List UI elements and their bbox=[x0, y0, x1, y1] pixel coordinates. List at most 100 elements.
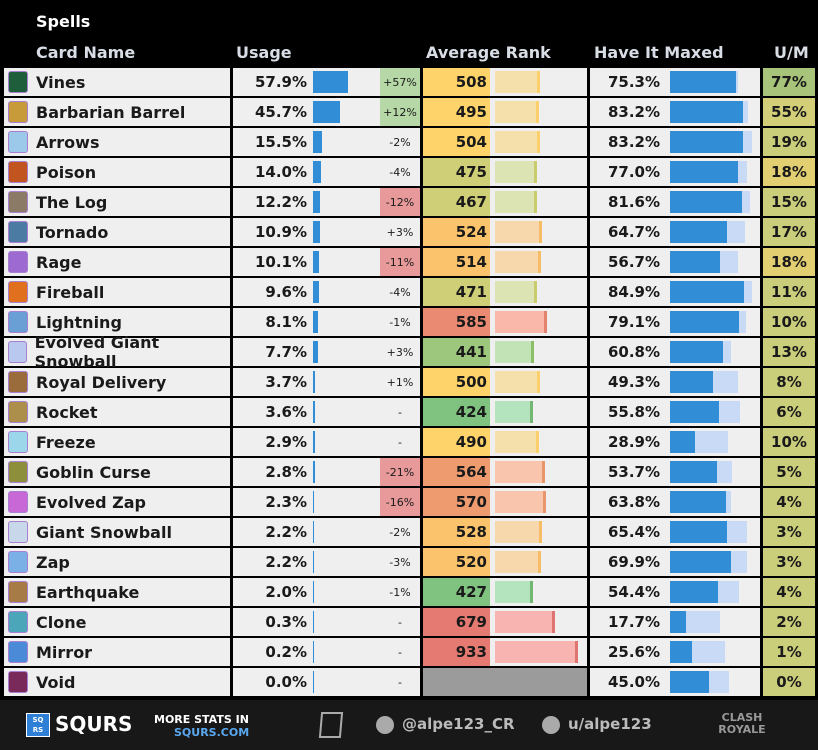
maxed-bar bbox=[670, 611, 686, 633]
card-name-cell: Earthquake bbox=[4, 578, 230, 606]
um-value: 15% bbox=[763, 188, 815, 216]
usage-change: +3% bbox=[386, 225, 414, 239]
average-rank-cell: 679 bbox=[423, 608, 587, 636]
rank-value: 564 bbox=[423, 458, 490, 486]
usage-value: 3.6% bbox=[265, 403, 307, 421]
usage-bar bbox=[313, 581, 315, 603]
usage-value: 9.6% bbox=[265, 283, 307, 301]
usage-value: 12.2% bbox=[254, 193, 307, 211]
table-row: Giant Snowball 2.2% -2% 528 65.4% 3% bbox=[0, 518, 818, 548]
usage-cell: 2.0% -1% bbox=[233, 578, 420, 606]
maxed-bar bbox=[670, 431, 696, 453]
maxed-cell: 65.4% bbox=[590, 518, 760, 546]
maxed-value: 63.8% bbox=[607, 493, 660, 511]
average-rank-cell: 508 bbox=[423, 68, 587, 96]
twitter-handle[interactable]: @alpe123_CR bbox=[402, 715, 515, 733]
table-row: Evolved Giant Snowball 7.7% +3% 441 60.8… bbox=[0, 333, 818, 371]
usage-bar bbox=[313, 371, 316, 393]
um-value: 10% bbox=[763, 428, 815, 456]
maxed-cell: 83.2% bbox=[590, 98, 760, 126]
maxed-bar bbox=[670, 521, 728, 543]
usage-bar bbox=[313, 341, 318, 363]
maxed-bar bbox=[670, 311, 740, 333]
average-rank-cell: 500 bbox=[423, 368, 587, 396]
maxed-bar bbox=[670, 191, 742, 213]
card-icon bbox=[8, 341, 27, 363]
maxed-bar bbox=[670, 71, 737, 93]
maxed-bar bbox=[670, 491, 726, 513]
usage-value: 10.1% bbox=[254, 253, 307, 271]
card-name: Void bbox=[36, 672, 76, 692]
rank-bar bbox=[495, 581, 533, 603]
card-name: Tornado bbox=[36, 222, 109, 242]
usage-bar bbox=[313, 281, 319, 303]
usage-cell: 45.7% +12% bbox=[233, 98, 420, 126]
usage-change: -11% bbox=[380, 248, 420, 276]
card-name-cell: Tornado bbox=[4, 218, 230, 246]
card-icon bbox=[8, 221, 28, 243]
average-rank-cell: 520 bbox=[423, 548, 587, 576]
maxed-cell: 64.7% bbox=[590, 218, 760, 246]
maxed-value: 49.3% bbox=[607, 373, 660, 391]
site-link[interactable]: SQURS.COM bbox=[174, 726, 250, 739]
usage-cell: 3.6% - bbox=[233, 398, 420, 426]
um-value: 10% bbox=[763, 308, 815, 336]
card-name: The Log bbox=[36, 192, 108, 212]
average-rank-cell: 933 bbox=[423, 638, 587, 666]
card-name-cell: Lightning bbox=[4, 308, 230, 336]
reddit-handle[interactable]: u/alpe123 bbox=[568, 715, 652, 733]
average-rank-cell: 475 bbox=[423, 158, 587, 186]
rank-value: 427 bbox=[423, 578, 490, 606]
rank-bar bbox=[495, 521, 542, 543]
card-name-cell: Zap bbox=[4, 548, 230, 576]
card-name: Barbarian Barrel bbox=[36, 102, 186, 122]
clash-royale-logo: CLASH ROYALE bbox=[718, 711, 766, 736]
table-row: Rocket 3.6% - 424 55.8% 6% bbox=[0, 398, 818, 428]
rank-value: 495 bbox=[423, 98, 490, 126]
usage-value: 14.0% bbox=[254, 163, 307, 181]
usage-value: 57.9% bbox=[254, 73, 307, 91]
card-name-cell: Clone bbox=[4, 608, 230, 636]
usage-change: - bbox=[398, 405, 402, 419]
rank-value: 933 bbox=[423, 638, 490, 666]
rank-value: 504 bbox=[423, 128, 490, 156]
usage-bar bbox=[313, 551, 315, 573]
table-row: Earthquake 2.0% -1% 427 54.4% 4% bbox=[0, 578, 818, 608]
rank-bar bbox=[495, 161, 538, 183]
maxed-value: 75.3% bbox=[607, 73, 660, 91]
maxed-bar bbox=[670, 371, 714, 393]
maxed-bar bbox=[670, 131, 743, 153]
average-rank-cell: 585 bbox=[423, 308, 587, 336]
maxed-cell: 25.6% bbox=[590, 638, 760, 666]
usage-value: 2.0% bbox=[265, 583, 307, 601]
maxed-value: 83.2% bbox=[607, 133, 660, 151]
usage-change: -1% bbox=[389, 585, 411, 599]
maxed-bar bbox=[670, 341, 724, 363]
table-row: Rage 10.1% -11% 514 56.7% 18% bbox=[0, 248, 818, 278]
usage-cell: 2.3% -16% bbox=[233, 488, 420, 516]
maxed-value: 65.4% bbox=[607, 523, 660, 541]
table-row: Mirror 0.2% - 933 25.6% 1% bbox=[0, 638, 818, 668]
card-name: Rage bbox=[36, 252, 82, 272]
rank-value: 514 bbox=[423, 248, 490, 276]
rank-bar bbox=[495, 431, 539, 453]
usage-change: +57% bbox=[380, 68, 420, 96]
usage-change: +3% bbox=[386, 345, 414, 359]
card-name-cell: Goblin Curse bbox=[4, 458, 230, 486]
table-row: Barbarian Barrel 45.7% +12% 495 83.2% 55… bbox=[0, 98, 818, 128]
usage-bar bbox=[313, 461, 315, 483]
usage-value: 3.7% bbox=[265, 373, 307, 391]
usage-cell: 14.0% -4% bbox=[233, 158, 420, 186]
card-icon bbox=[8, 401, 28, 423]
card-name-cell: Void bbox=[4, 668, 230, 696]
card-name-cell: Evolved Giant Snowball bbox=[4, 333, 230, 371]
maxed-value: 45.0% bbox=[607, 673, 660, 691]
usage-cell: 57.9% +57% bbox=[233, 68, 420, 96]
card-icon bbox=[8, 161, 28, 183]
card-name: Clone bbox=[36, 612, 87, 632]
table-row: Zap 2.2% -3% 520 69.9% 3% bbox=[0, 548, 818, 578]
um-value: 18% bbox=[763, 158, 815, 186]
card-name-cell: Fireball bbox=[4, 278, 230, 306]
average-rank-cell: 504 bbox=[423, 128, 587, 156]
card-name: Giant Snowball bbox=[36, 522, 172, 542]
